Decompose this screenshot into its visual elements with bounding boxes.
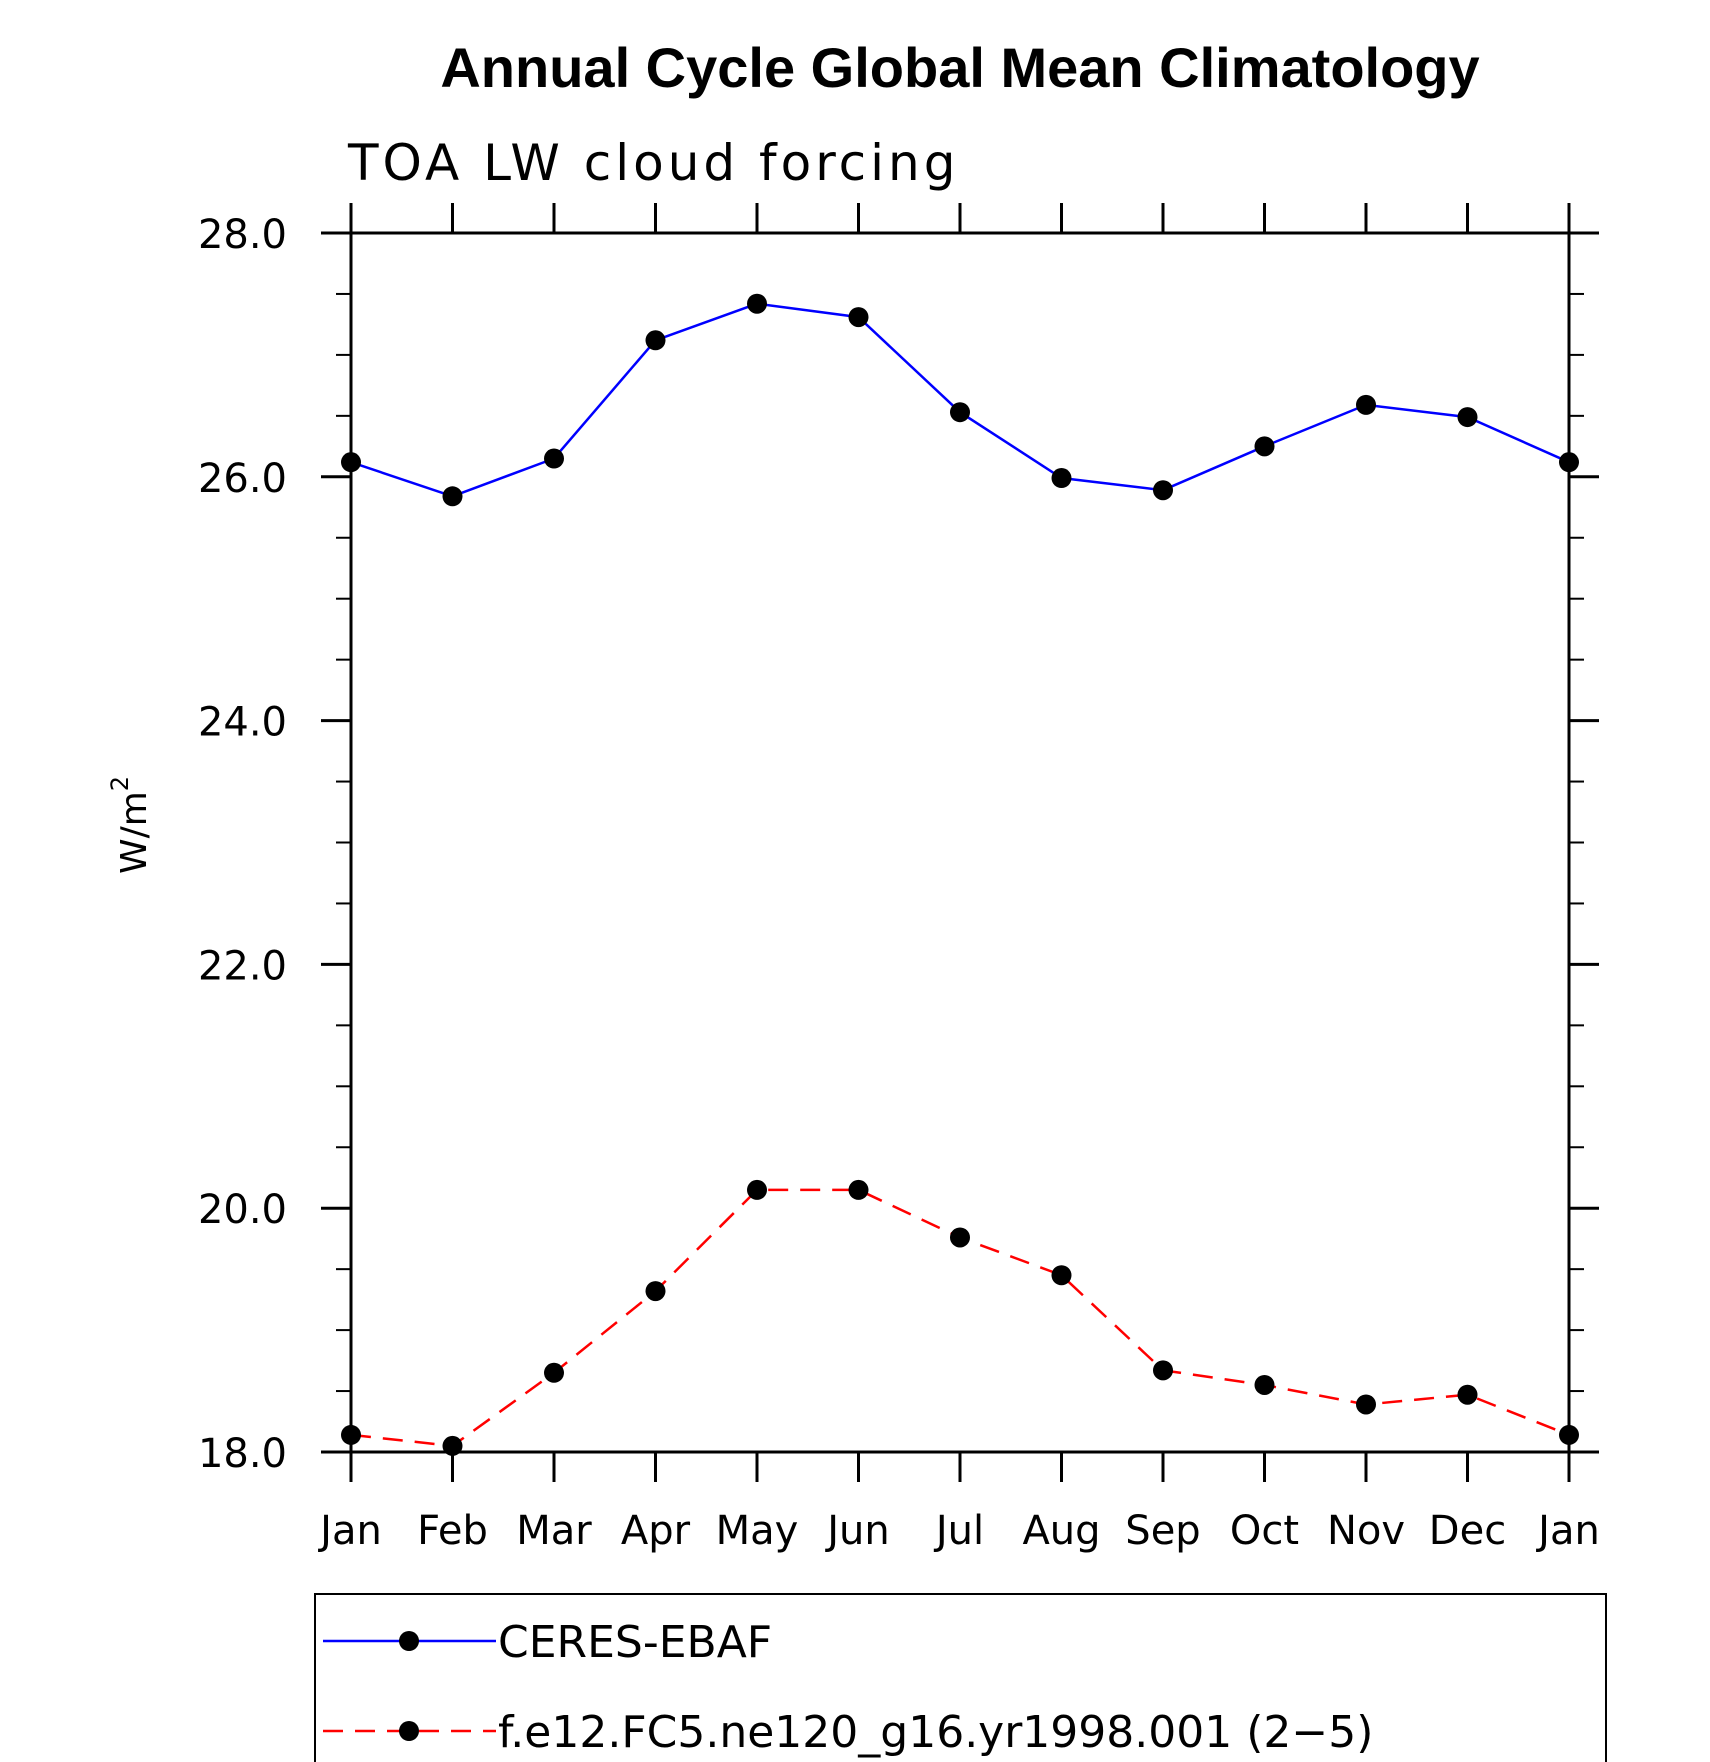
x-tick-labels: Jan Feb Mar Apr May Jun Jul Aug Sep Oct Nov Dec Jan [317,1508,1600,1554]
series-1-point [645,330,666,351]
legend-marker-2 [399,1721,419,1741]
series-1-point [1356,394,1376,415]
series-2-point [544,1362,564,1383]
y-axis-label-text: W/m [114,791,155,874]
series-1-point [1254,436,1275,457]
series-2-point [1051,1265,1072,1286]
x-tick-label: Feb [417,1508,488,1554]
legend-marker-1 [399,1631,419,1651]
y-tick-label: 20.0 [198,1187,287,1233]
x-tick-label: Apr [621,1508,691,1554]
chart-title: Annual Cycle Global Mean Climatology [440,36,1479,99]
series-1-point [341,452,361,473]
series-2-point [950,1227,970,1248]
series-2-point [341,1424,361,1445]
series-1-point [1153,480,1173,501]
y-tick-label: 22.0 [198,943,287,989]
legend-label-1: CERES-EBAF [498,1617,772,1668]
series-1-point [442,486,463,507]
x-tick-label: Sep [1125,1508,1200,1554]
x-tick-label: Mar [516,1508,592,1554]
series-2-point [747,1179,767,1200]
x-tick-label: May [716,1508,799,1554]
legend-box [314,1593,1607,1762]
y-tick-label: 24.0 [198,700,287,746]
x-tick-label: Aug [1022,1508,1100,1554]
y-tick-label: 18.0 [198,1431,287,1477]
x-tick-label: Oct [1230,1508,1299,1554]
y-axis-label-superscript: 2 [106,776,134,791]
y-axis-label: W/m2 [106,776,155,874]
series-1-point [1457,407,1478,428]
y-tick-label: 28.0 [198,212,287,258]
series-1-point [950,402,970,423]
x-tick-label: Jun [824,1508,890,1554]
series-2-point [1356,1394,1376,1415]
y-tick-labels: 18.0 20.0 22.0 24.0 26.0 28.0 [198,212,287,1477]
x-tick-label: Jan [1535,1508,1600,1554]
series-2-point [645,1281,666,1302]
series-2-point [442,1435,463,1456]
x-tick-label: Jan [317,1508,382,1554]
y-tick-label: 26.0 [198,456,287,502]
series-2-point [848,1179,869,1200]
x-tick-label: Dec [1429,1508,1506,1554]
x-tick-label: Nov [1327,1508,1405,1554]
series-2-point [1457,1384,1478,1405]
series-1-point [544,448,564,469]
series-line-1 [350,302,1570,498]
legend: CERES-EBAF f.e12.FC5.ne120_g16.yr1998.001… [314,1593,1607,1762]
series-1-point [747,293,767,314]
series-markers [341,293,1579,1456]
series-1-point [1051,468,1072,489]
svg-text:W/m2: W/m2 [106,776,155,874]
series-2-point [1254,1374,1275,1395]
series-1-point [848,307,869,328]
legend-label-2: f.e12.FC5.ne120_g16.yr1998.001 (2−5) [498,1707,1373,1758]
x-tick-label: Jul [933,1508,984,1554]
series-1-point [1559,452,1579,473]
series-2-point [1559,1424,1579,1445]
chart-subtitle: TOA LW cloud forcing [347,134,959,192]
axis-ticks [321,203,1599,1482]
series-2-point [1153,1360,1173,1381]
series-lines [350,302,1570,1448]
